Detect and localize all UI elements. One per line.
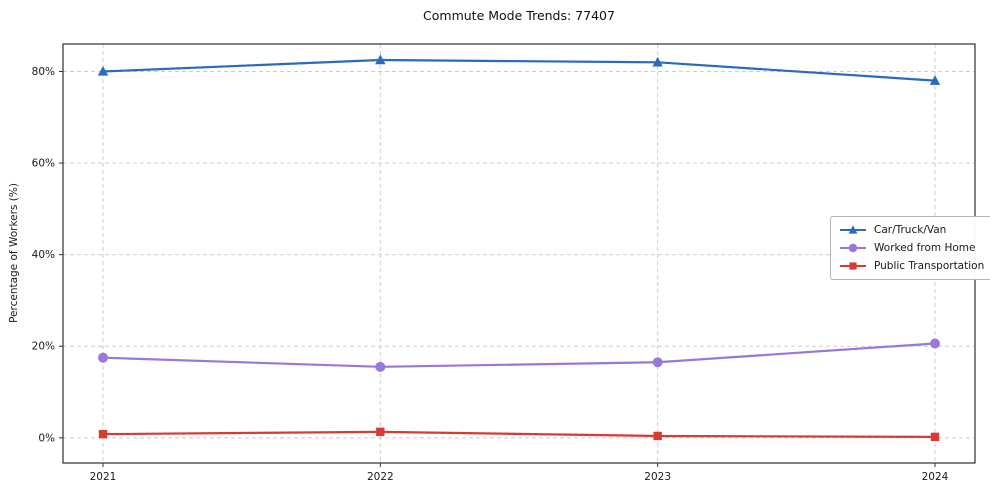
- series-line-car-truck-van: [101, 58, 937, 82]
- y-tick-label: 20%: [32, 341, 55, 353]
- triangle-marker: [652, 56, 663, 67]
- legend-item-public-transportation: Public Transportation: [838, 259, 984, 273]
- triangle-marker: [375, 54, 386, 65]
- legend-sample-triangle-icon: [840, 225, 866, 234]
- square-marker: [98, 429, 108, 439]
- legend-item-worked-from-home: Worked from Home: [838, 241, 984, 255]
- legend-sample-circle-icon: [840, 243, 866, 253]
- x-tick-label: 2021: [90, 471, 117, 483]
- square-marker: [930, 432, 940, 442]
- circle-marker: [930, 338, 940, 349]
- circle-marker: [98, 352, 108, 363]
- legend: Car/Truck/Van Worked from Home Public Tran…: [830, 216, 990, 280]
- legend-item-car-truck-van: Car/Truck/Van: [838, 223, 984, 237]
- circle-marker: [848, 243, 858, 253]
- square-marker: [653, 431, 662, 441]
- y-tick-label: 0%: [38, 432, 55, 444]
- y-tick-label: 60%: [32, 158, 55, 170]
- triangle-marker: [97, 65, 109, 76]
- circle-marker: [375, 361, 386, 372]
- triangle-marker: [848, 225, 858, 234]
- series-line-worked-from-home: [101, 342, 937, 368]
- triangle-marker: [929, 75, 941, 85]
- x-tick-label: 2023: [644, 471, 671, 483]
- series-line-public-transportation: [101, 430, 937, 438]
- x-tick-label: 2024: [922, 471, 949, 483]
- circle-marker: [652, 357, 663, 368]
- legend-label: Car/Truck/Van: [874, 224, 947, 236]
- legend-label: Public Transportation: [874, 260, 985, 272]
- legend-label: Worked from Home: [874, 242, 976, 254]
- square-marker: [376, 427, 385, 437]
- chart-title: Commute Mode Trends: 77407: [423, 8, 615, 23]
- y-tick-label: 40%: [32, 249, 55, 261]
- y-tick-label: 80%: [32, 66, 55, 78]
- legend-sample-square-icon: [840, 262, 866, 270]
- square-marker: [849, 262, 857, 270]
- x-tick-label: 2022: [367, 471, 394, 483]
